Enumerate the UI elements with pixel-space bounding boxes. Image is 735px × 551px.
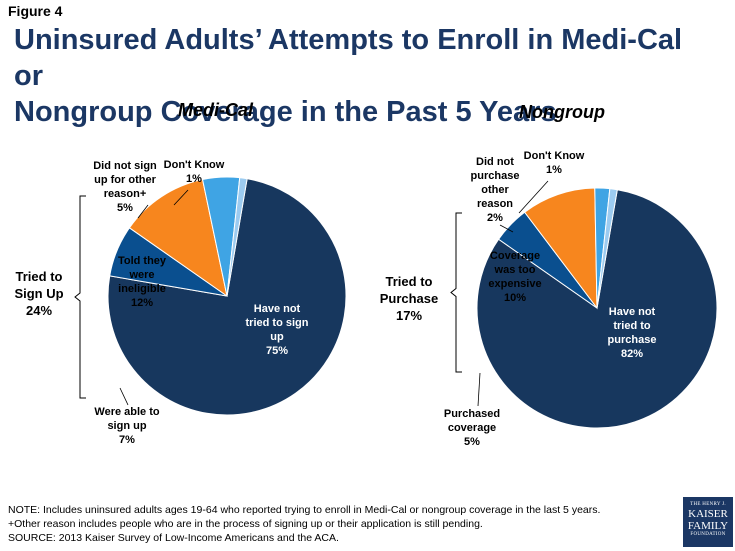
medical-leader-line [137, 204, 149, 219]
kff-logo: THE HENRY J. KAISER FAMILY FOUNDATION [683, 497, 733, 547]
medical-slice-4 [226, 177, 248, 297]
nongroup-slice-2 [523, 187, 598, 310]
nongroup-label-dont-know: Don't Know 1% [523, 150, 585, 176]
medical-label-were-able: Were able to sign up 7% [94, 406, 160, 446]
chart-title-line2: Nongroup Coverage in the Past 5 Years [14, 96, 557, 128]
medical-leader-line [173, 189, 189, 206]
note-line: SOURCE: 2013 Kaiser Survey of Low-Income… [8, 532, 339, 544]
nongroup-bracket [450, 212, 462, 373]
medical-label-other-reason: Did not sign up for other reason+ 5% [93, 160, 157, 214]
chart-title: Uninsured Adults’ Attempts to Enroll in … [14, 22, 714, 130]
nongroup-bracket-label: Tried to Purchase 17% [379, 274, 439, 323]
medical-leader-line [119, 387, 129, 406]
footnotes: NOTE: Includes uninsured adults ages 19-… [8, 503, 600, 545]
nongroup-label-have-not: Have not tried to purchase 82% [607, 306, 657, 360]
figure-label: Figure 4 [8, 3, 63, 19]
medical-label-dont-know: Don't Know 1% [163, 159, 225, 185]
note-line: +Other reason includes people who are in… [8, 518, 483, 530]
medical-label-have-not: Have not tried to sign up 75% [245, 303, 309, 357]
chart-title-line1: Uninsured Adults’ Attempts to Enroll in … [14, 24, 683, 92]
nongroup-leader-line [518, 180, 549, 214]
medical-pie-title: Medi-Cal [178, 100, 254, 120]
medical-pie-chart [74, 176, 347, 416]
nongroup-pie-chart [450, 180, 718, 429]
medical-bracket [74, 195, 86, 399]
nongroup-leader-line [499, 224, 514, 233]
medical-slice-0 [107, 178, 347, 416]
nongroup-label-too-expensive: Coverage was too expensive 10% [488, 250, 542, 304]
nongroup-pie-title: Nongroup [519, 102, 605, 122]
nongroup-label-purchased: Purchased coverage 5% [443, 408, 501, 448]
nongroup-label-other-reason: Did not purchase other reason 2% [470, 156, 520, 224]
medical-slice-2 [128, 178, 228, 298]
nongroup-slice-4 [596, 188, 618, 309]
nongroup-slice-0 [476, 189, 718, 429]
note-line: NOTE: Includes uninsured adults ages 19-… [8, 504, 601, 516]
medical-label-ineligible: Told they were ineligible 12% [117, 255, 167, 309]
medical-bracket-label: Tried to Sign Up 24% [14, 269, 64, 318]
nongroup-leader-line [477, 372, 481, 407]
